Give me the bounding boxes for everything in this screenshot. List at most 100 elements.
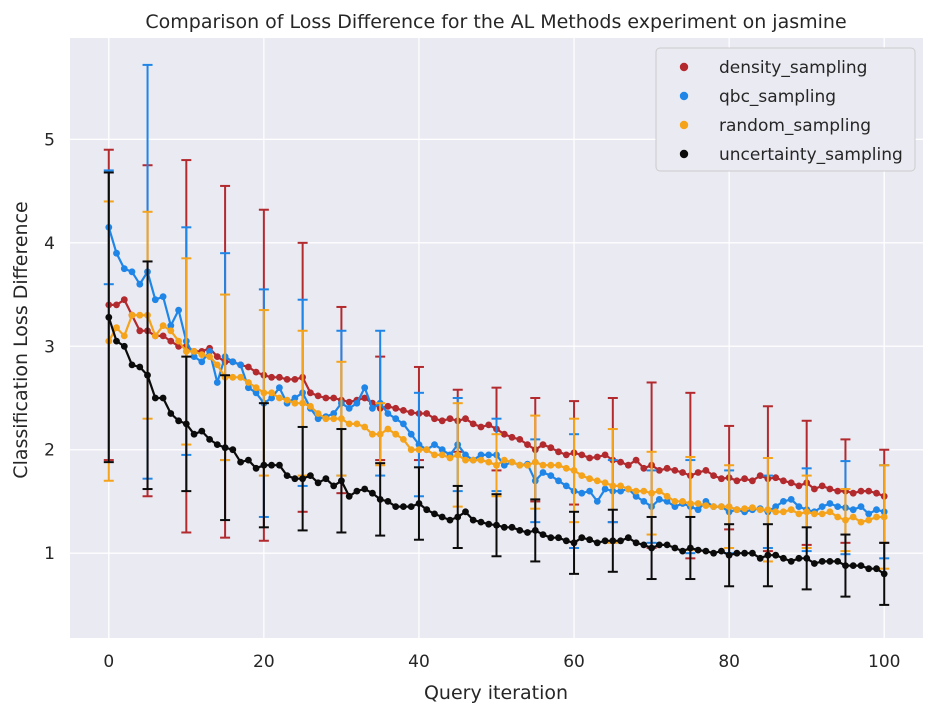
- data-point: [128, 311, 136, 319]
- data-point: [880, 570, 888, 578]
- series-layer: [103, 63, 890, 606]
- legend-label-qbc_sampling: qbc_sampling: [719, 87, 836, 107]
- data-point: [539, 469, 547, 476]
- data-point: [314, 410, 322, 417]
- data-point: [787, 558, 795, 565]
- data-point: [361, 384, 369, 392]
- data-point: [237, 458, 245, 466]
- data-point: [671, 467, 679, 474]
- data-point: [586, 487, 593, 495]
- data-point: [113, 301, 120, 309]
- data-point: [438, 451, 446, 459]
- data-point: [849, 513, 857, 521]
- data-point: [578, 489, 586, 497]
- data-point: [446, 415, 454, 423]
- legend-box: [655, 47, 916, 172]
- data-point: [469, 456, 477, 464]
- data-point: [663, 498, 671, 505]
- data-point: [400, 503, 407, 510]
- data-point: [795, 482, 803, 490]
- data-point: [120, 296, 128, 304]
- data-point: [353, 399, 361, 407]
- data-point: [268, 394, 275, 402]
- data-point: [648, 544, 655, 552]
- data-point: [733, 477, 741, 485]
- data-point: [136, 363, 144, 371]
- x-tick-label: 20: [253, 652, 275, 672]
- data-point: [229, 373, 237, 381]
- data-point: [105, 313, 113, 321]
- data-point: [493, 461, 500, 469]
- data-point: [632, 487, 640, 495]
- data-point: [795, 503, 803, 510]
- data-point: [330, 394, 338, 402]
- data-point: [749, 549, 756, 557]
- data-point: [811, 485, 818, 493]
- data-point: [733, 506, 741, 514]
- data-point: [307, 472, 314, 479]
- data-point: [128, 268, 136, 276]
- data-point: [834, 503, 842, 510]
- data-point: [206, 436, 214, 443]
- data-point: [803, 554, 811, 562]
- data-point: [376, 430, 384, 438]
- data-point: [624, 534, 632, 542]
- data-point: [640, 541, 648, 549]
- data-point: [764, 551, 772, 559]
- data-point: [345, 404, 353, 412]
- data-point: [384, 498, 392, 505]
- data-point: [640, 464, 648, 472]
- data-point: [578, 472, 586, 479]
- data-point: [469, 420, 477, 428]
- data-point: [322, 415, 330, 423]
- data-point: [268, 373, 275, 381]
- data-point: [500, 461, 508, 469]
- data-point: [865, 565, 873, 573]
- data-point: [687, 544, 694, 552]
- data-point: [345, 492, 353, 500]
- data-point: [167, 410, 175, 417]
- data-point: [516, 436, 524, 443]
- data-point: [431, 415, 438, 423]
- data-point: [586, 536, 593, 544]
- data-point: [702, 502, 710, 509]
- data-point: [795, 510, 803, 518]
- data-point: [454, 513, 462, 521]
- data-point: [415, 441, 423, 448]
- data-point: [787, 479, 795, 487]
- data-point: [718, 503, 725, 510]
- data-point: [818, 510, 826, 518]
- data-point: [384, 425, 392, 433]
- data-point: [151, 332, 159, 340]
- data-point: [555, 477, 562, 485]
- data-point: [655, 467, 663, 474]
- y-tick-label: 2: [44, 441, 55, 461]
- data-point: [213, 379, 221, 386]
- data-point: [268, 461, 275, 469]
- data-point: [159, 293, 167, 300]
- data-point: [601, 537, 609, 545]
- data-point: [655, 541, 663, 549]
- data-point: [283, 396, 291, 404]
- data-point: [547, 472, 555, 479]
- data-point: [268, 389, 275, 397]
- data-point: [307, 402, 314, 410]
- legend-marker-random_sampling: [679, 120, 689, 130]
- data-point: [136, 280, 144, 288]
- data-point: [276, 384, 283, 392]
- data-point: [772, 551, 780, 559]
- data-point: [780, 508, 787, 516]
- data-point: [671, 498, 679, 505]
- legend: density_sampling qbc_sampling random_sampl…: [655, 47, 916, 172]
- data-point: [718, 547, 725, 555]
- x-tick-label: 0: [103, 652, 114, 672]
- data-point: [772, 508, 780, 516]
- data-point: [314, 479, 322, 487]
- data-point: [617, 458, 624, 466]
- data-point: [834, 558, 842, 565]
- data-point: [136, 311, 144, 319]
- data-point: [873, 513, 880, 521]
- data-point: [477, 518, 485, 526]
- data-point: [609, 482, 617, 490]
- data-point: [617, 537, 624, 545]
